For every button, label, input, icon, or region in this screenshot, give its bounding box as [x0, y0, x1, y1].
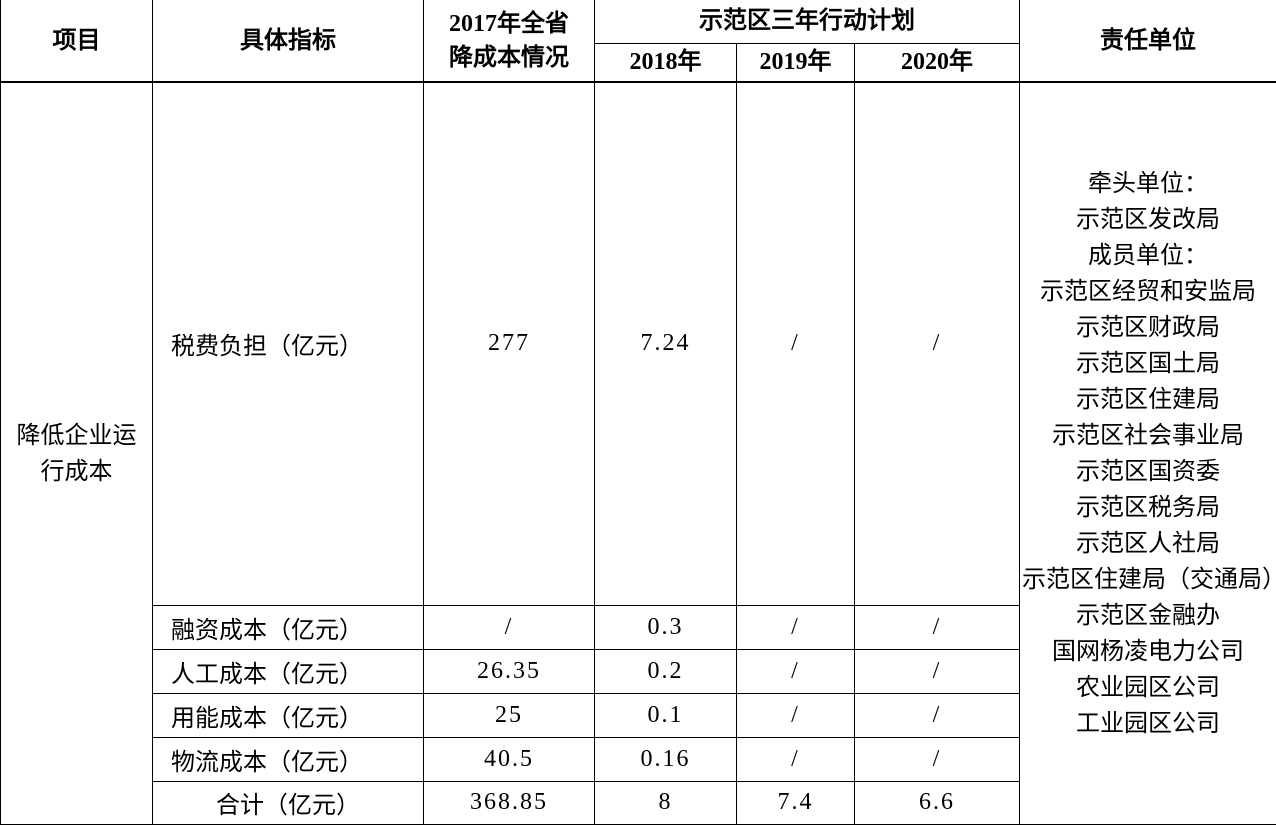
- text-line: 成员单位：: [1088, 242, 1209, 269]
- indicator-cell: 物流成本（亿元）: [152, 736, 424, 782]
- text-line: 示范区住建局: [1076, 386, 1221, 413]
- text-line: 示范区社会事业局: [1052, 422, 1245, 449]
- text-line: 农业园区公司: [1076, 674, 1221, 701]
- text-line: 示范区财政局: [1076, 314, 1221, 341]
- value-2020: 6.6: [853, 780, 1021, 825]
- header-year-2018: 2018年: [594, 42, 737, 83]
- indicator-cell-total: 合计（亿元）: [152, 780, 424, 825]
- value-2017: 26.35: [423, 648, 595, 694]
- value-2020: /: [853, 648, 1021, 694]
- value-2017: 40.5: [423, 736, 595, 782]
- text-line: 示范区发改局: [1076, 206, 1221, 233]
- value-2019: /: [736, 736, 855, 782]
- value-2018: 0.2: [594, 648, 737, 694]
- value-2017: 277: [423, 81, 595, 606]
- value-2020: /: [853, 692, 1021, 738]
- text-line: 2017年全省: [449, 10, 569, 37]
- value-2020: /: [853, 604, 1021, 650]
- value-2020: /: [853, 736, 1021, 782]
- value-2018: 8: [594, 780, 737, 825]
- header-indicator: 具体指标: [152, 0, 424, 83]
- text-line: 国网杨凌电力公司: [1052, 638, 1245, 665]
- text-line: 示范区国土局: [1076, 350, 1221, 377]
- value-2017: 368.85: [423, 780, 595, 825]
- value-2018: 0.16: [594, 736, 737, 782]
- header-duty: 责任单位: [1019, 0, 1276, 83]
- value-2017: 25: [423, 692, 595, 738]
- text-line: 示范区住建局（交通局）: [1022, 566, 1276, 593]
- header-year-2019: 2019年: [736, 42, 855, 83]
- value-2020: /: [853, 81, 1021, 606]
- project-cell: 降低企业运 行成本: [0, 81, 153, 825]
- header-plan-group: 示范区三年行动计划: [593, 0, 1021, 44]
- indicator-cell: 税费负担（亿元）: [152, 81, 424, 606]
- text-line: 牵头单位：: [1088, 170, 1209, 197]
- value-2018: 7.24: [594, 81, 737, 606]
- value-2019: /: [736, 604, 855, 650]
- indicator-cell: 融资成本（亿元）: [152, 604, 424, 650]
- value-2019: /: [736, 81, 855, 606]
- duty-cell: 牵头单位： 示范区发改局 成员单位： 示范区经贸和安监局 示范区财政局 示范区国土局 示范区…: [1019, 81, 1276, 825]
- value-2018: 0.3: [594, 604, 737, 650]
- text-line: 行成本: [40, 458, 113, 485]
- indicator-cell: 用能成本（亿元）: [152, 692, 424, 738]
- value-2018: 0.1: [594, 692, 737, 738]
- text-line: 示范区人社局: [1076, 530, 1221, 557]
- text-line: 降低企业运: [16, 422, 137, 449]
- indicator-cell: 人工成本（亿元）: [152, 648, 424, 694]
- text-line: 示范区金融办: [1076, 602, 1221, 629]
- header-project: 项目: [0, 0, 153, 83]
- text-line: 示范区经贸和安监局: [1040, 278, 1257, 305]
- text-line: 示范区税务局: [1076, 494, 1221, 521]
- text-line: 示范区国资委: [1076, 458, 1221, 485]
- value-2019: /: [736, 648, 855, 694]
- value-2019: /: [736, 692, 855, 738]
- header-2017-provincial: 2017年全省 降成本情况: [423, 0, 595, 83]
- value-2019: 7.4: [736, 780, 855, 825]
- value-2017: /: [423, 604, 595, 650]
- header-year-2020: 2020年: [853, 42, 1021, 83]
- text-line: 降成本情况: [449, 44, 569, 71]
- text-line: 工业园区公司: [1076, 710, 1221, 737]
